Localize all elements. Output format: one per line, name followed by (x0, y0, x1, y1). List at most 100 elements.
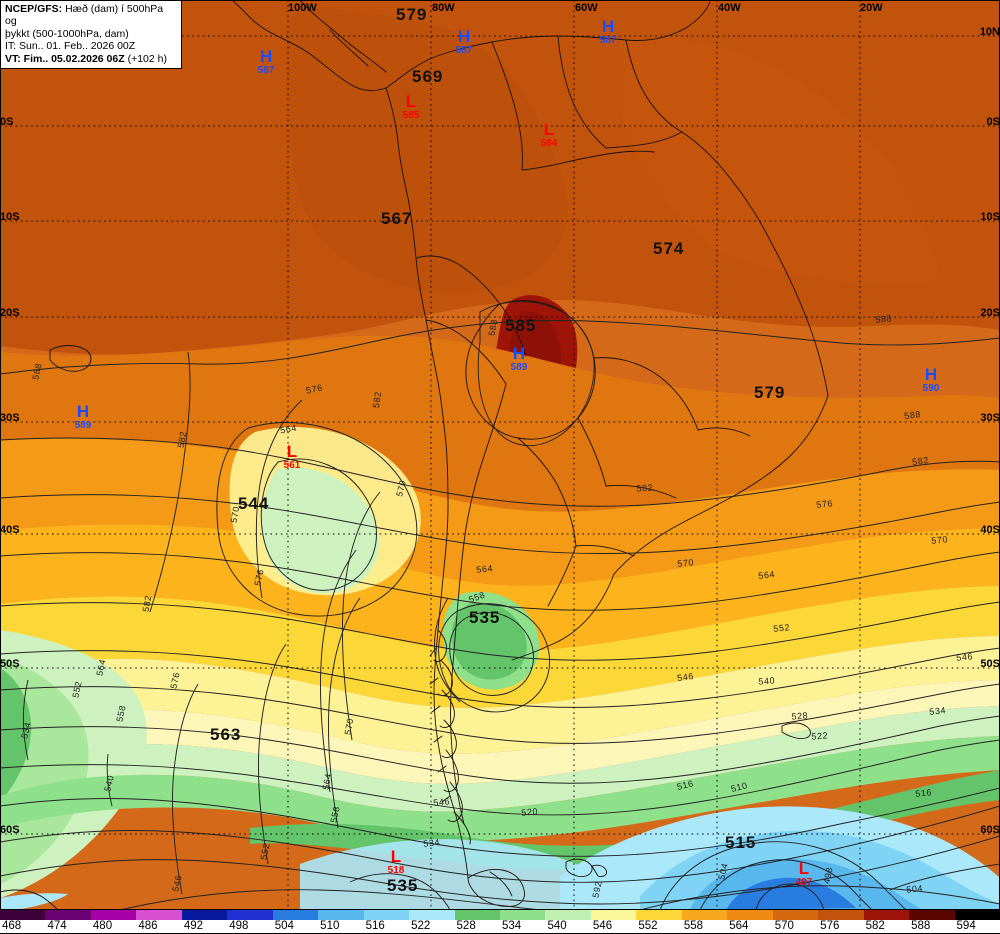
info-line-model: NCEP/GFS: Hæð (dam) í 500hPa og (5, 3, 177, 28)
colorbar-ticks: 468 474 480 486 492 498 504 510 516 522 528 534 540 5… (0, 920, 1000, 934)
colorbar-tick-576: 576 (820, 920, 840, 932)
colorbar-tick-510: 510 (320, 920, 340, 932)
colorbar-band-9 (409, 910, 455, 920)
colorbar-tick-582: 582 (865, 920, 885, 932)
thickness-label-6: 544 (238, 494, 270, 513)
thickness-label-1: 569 (412, 67, 444, 86)
contour-label-30: 528 (791, 710, 808, 721)
thickness-label-3: 574 (653, 239, 685, 258)
center-symbol: H (76, 402, 90, 421)
colorbar-band-14 (636, 910, 682, 920)
lon-label-1: 80W (432, 2, 455, 14)
contour-label-21: 546 (956, 651, 974, 663)
lat-label-right-0: 10N (979, 26, 1000, 38)
contour-label-13: 570 (931, 534, 949, 546)
center-value: 497 (795, 877, 813, 888)
map-graphic: 588 576 582 564 582 588 588 588 582 570 582 570 576 5… (0, 0, 1000, 910)
lat-label-right-4: 30S (980, 412, 1000, 424)
lat-label-left-0: 0S (0, 116, 14, 128)
colorbar-band-16 (727, 910, 773, 920)
thickness-label-2: 567 (381, 209, 413, 228)
lat-label-left-3: 30S (0, 412, 20, 424)
contour-label-33: 564 (321, 772, 334, 790)
info-line-valid-time: VT: Fim.. 05.02.2026 06Z (+102 h) (5, 53, 177, 65)
contour-label-17: 564 (758, 569, 776, 581)
thickness-label-0: 579 (396, 5, 428, 24)
colorbar-tick-486: 486 (138, 920, 158, 932)
contour-label-22: 546 (677, 671, 695, 683)
thickness-label-10: 535 (387, 876, 419, 895)
info-model-desc: Hæð (dam) í 500hPa og (5, 3, 164, 28)
graticule-layer (0, 0, 1000, 910)
lat-label-right-2: 10S (980, 211, 1000, 223)
high-center-6: H 589 (69, 403, 97, 431)
info-line-thickness: þykkt (500-1000hPa, dam) (5, 27, 129, 40)
high-center-2: H 587 (594, 18, 622, 46)
contour-label-35: 516 (676, 778, 695, 792)
center-symbol: H (601, 17, 615, 36)
contour-label-23: 540 (758, 675, 775, 686)
lat-label-left-2: 20S (0, 307, 20, 319)
colorbar[interactable]: 468 474 480 486 492 498 504 510 516 522 528 534 540 5… (0, 910, 1000, 934)
contour-label-24: 564 (94, 658, 107, 677)
contour-label-8: 582 (912, 455, 930, 467)
lon-label-0: 100W (288, 2, 317, 14)
info-forecast-hour: (+102 h) (124, 52, 167, 65)
contour-label-20: 552 (773, 622, 791, 634)
colorbar-tick-564: 564 (729, 920, 749, 932)
contour-label-28: 534 (19, 721, 33, 740)
colorbar-band-21 (954, 910, 1000, 920)
high-center-5: H 589 (505, 345, 533, 373)
contour-label-32: 522 (811, 730, 828, 741)
colorbar-band-8 (363, 910, 410, 920)
contour-label-10: 582 (636, 482, 653, 493)
info-valid-time: VT: Fim.. 05.02.2026 06Z (5, 52, 125, 65)
colorbar-tick-534: 534 (502, 920, 522, 932)
colorbar-tick-492: 492 (183, 920, 203, 932)
contour-label-41: 552 (258, 842, 271, 861)
colorbar-band-11 (499, 910, 546, 920)
lon-label-3: 40W (718, 2, 741, 14)
contour-label-46: 504 (906, 883, 924, 895)
colorbar-band-2 (90, 910, 137, 920)
colorbar-band-5 (227, 910, 273, 920)
contour-label-39: 546 (433, 796, 451, 808)
contour-label-12: 576 (816, 498, 834, 510)
colorbar-band-6 (272, 910, 319, 920)
colorbar-tick-570: 570 (774, 920, 794, 932)
lat-label-right-3: 20S (980, 307, 1000, 319)
colorbar-tick-528: 528 (456, 920, 476, 932)
center-symbol: L (405, 92, 417, 111)
contour-label-40: 520 (521, 806, 539, 818)
colorbar-band-3 (136, 910, 182, 920)
low-center-10: L 497 (790, 860, 818, 888)
lat-label-right-6: 50S (980, 658, 1000, 670)
contour-label-25: 552 (70, 680, 83, 699)
map-canvas[interactable]: 588 576 582 564 582 588 588 588 582 570 582 570 576 5… (0, 0, 1000, 910)
colorbar-band-20 (909, 910, 955, 920)
center-value: 587 (599, 35, 617, 46)
contour-label-37: 516 (915, 787, 933, 799)
lat-label-right-7: 60S (980, 824, 1000, 836)
colorbar-band-15 (681, 910, 728, 920)
contour-label-44: 498 (821, 866, 834, 885)
contour-label-4: 582 (176, 430, 189, 448)
low-center-3: L 585 (397, 93, 425, 121)
colorbar-band-0 (0, 910, 46, 920)
colorbar-band-4 (181, 910, 228, 920)
contour-label-14: 570 (677, 557, 695, 569)
lat-label-left-4: 40S (0, 524, 20, 536)
contour-label-15: 576 (252, 568, 265, 587)
center-value: 589 (510, 362, 528, 373)
contour-label-0: 588 (30, 362, 43, 381)
contour-label-26: 576 (168, 671, 181, 690)
center-value: 587 (455, 45, 473, 56)
lat-label-right-5: 40S (980, 524, 1000, 536)
contour-label-19: 582 (141, 594, 154, 612)
colorbar-tick-474: 474 (47, 920, 67, 932)
contour-label-47: 592 (590, 880, 603, 899)
contour-label-3: 564 (279, 423, 297, 436)
high-center-0: H 587 (252, 48, 280, 76)
high-center-7: H 590 (917, 366, 945, 394)
